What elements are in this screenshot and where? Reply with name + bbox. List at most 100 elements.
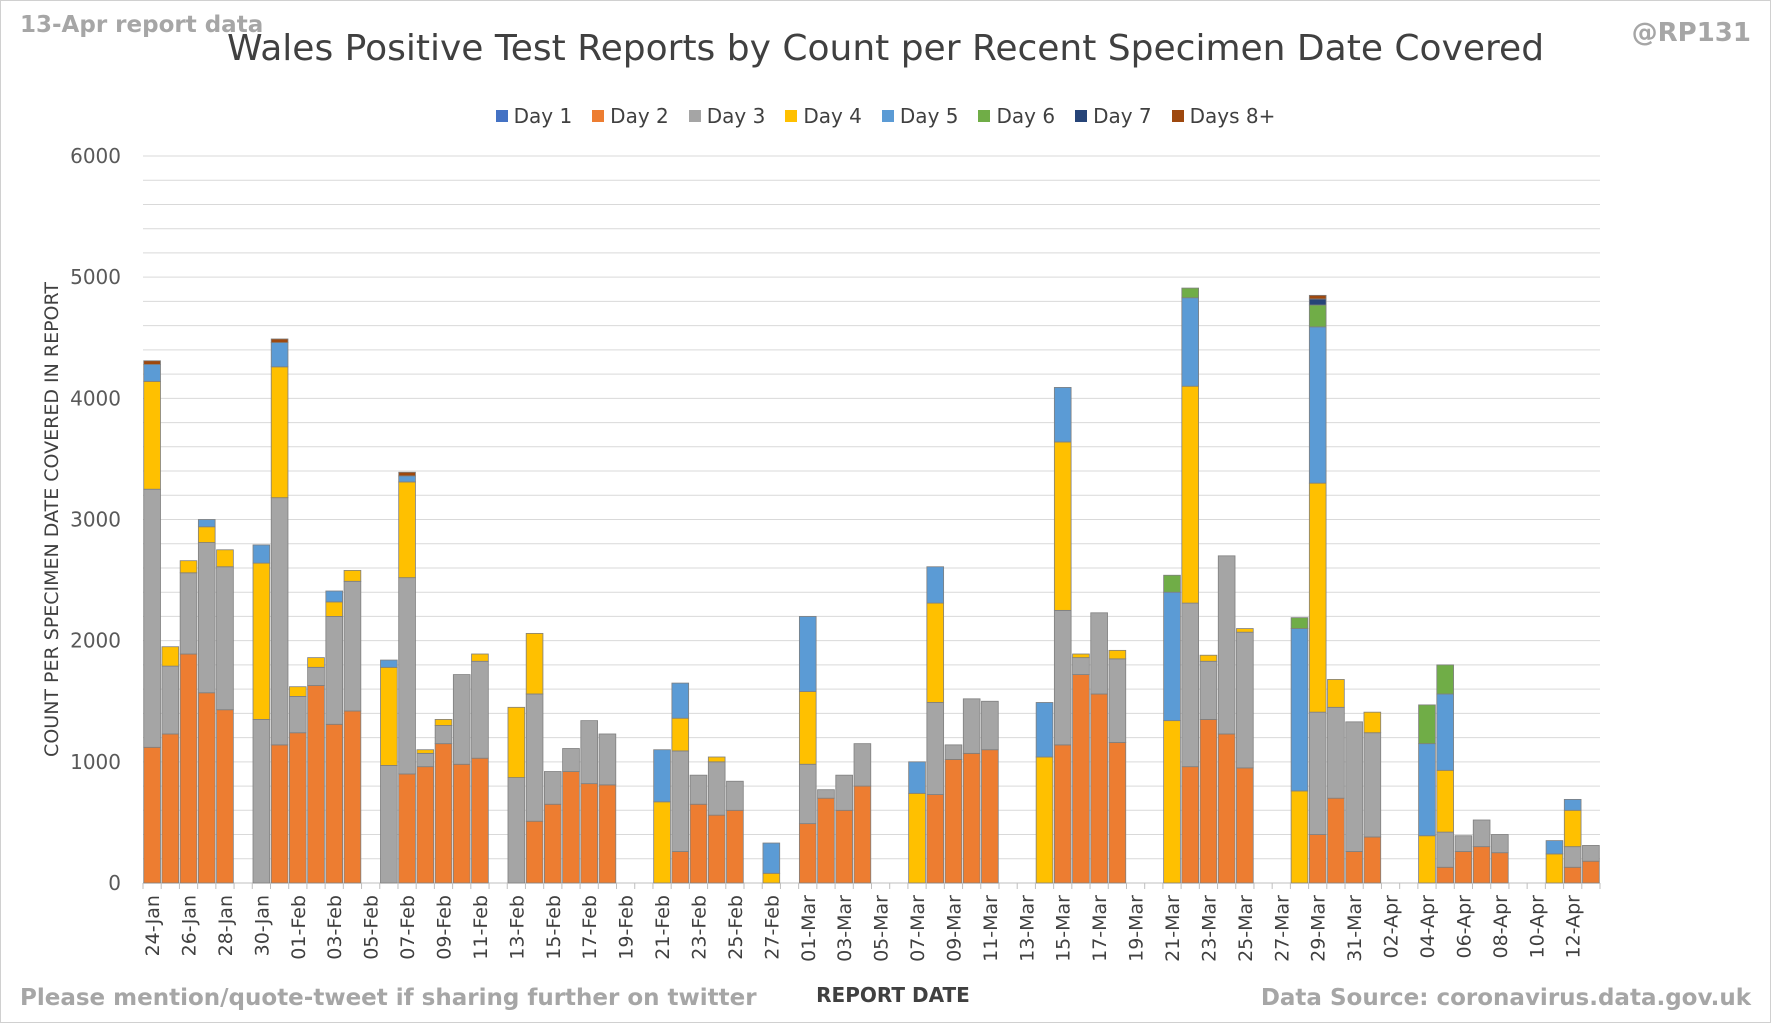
x-tick-label: 15-Mar xyxy=(1053,895,1075,962)
bar-segment xyxy=(380,659,398,668)
bar-segment xyxy=(1308,711,1327,835)
bar-segment xyxy=(1108,658,1127,743)
x-tick-label: 13-Mar xyxy=(1016,895,1038,962)
bar-segment xyxy=(1163,574,1181,593)
bar-segment xyxy=(1072,674,1090,884)
bar-segment xyxy=(1418,704,1436,745)
bar-segment xyxy=(944,759,963,884)
bar-segment xyxy=(1199,719,1218,884)
x-tick-label: 26-Jan xyxy=(179,895,201,956)
x-tick-label: 05-Feb xyxy=(361,895,383,960)
y-tick-label: 1000 xyxy=(70,750,121,774)
bar-segment xyxy=(252,562,271,720)
bar-segment xyxy=(143,364,161,382)
bar-segment xyxy=(1217,555,1236,735)
bar-segment xyxy=(671,682,690,719)
x-tick-label: 25-Feb xyxy=(725,895,747,960)
bar-segment xyxy=(689,774,708,805)
bar-segment xyxy=(1545,853,1564,884)
x-tick-label: 09-Mar xyxy=(943,895,965,962)
bar-segment xyxy=(653,801,671,884)
bar-segment xyxy=(798,763,817,825)
bar-segment xyxy=(161,665,180,735)
legend-item: Day 1 xyxy=(495,104,572,128)
bar-segment xyxy=(525,693,544,822)
bar-segment xyxy=(179,572,198,655)
bar-segment xyxy=(944,744,963,760)
bar-segment xyxy=(707,814,726,884)
bar-segment xyxy=(270,366,289,499)
bar-segment xyxy=(1436,831,1454,868)
bar-segment xyxy=(798,616,817,692)
bar-segment xyxy=(398,475,416,483)
bar-segment xyxy=(434,743,453,884)
bar-segment xyxy=(598,784,617,884)
x-tick-label: 01-Feb xyxy=(288,895,310,960)
bar-segment xyxy=(1053,744,1072,884)
bar-segment xyxy=(580,783,598,884)
bar-segment xyxy=(707,756,726,763)
x-tick-label: 03-Mar xyxy=(834,895,856,962)
legend-label: Day 7 xyxy=(1093,104,1152,128)
bar-segment xyxy=(270,342,289,368)
bar-segment xyxy=(926,566,945,604)
bar-segment xyxy=(1454,851,1473,884)
legend-swatch xyxy=(1075,110,1088,122)
bar-segment xyxy=(1454,835,1473,852)
bar-segment xyxy=(270,338,289,343)
legend-item: Day 5 xyxy=(881,104,958,128)
bar-segment xyxy=(289,686,307,697)
bar-segment xyxy=(1090,612,1108,695)
bar-segment xyxy=(1436,664,1454,695)
bar-segment xyxy=(1181,385,1199,604)
bar-segment xyxy=(598,733,617,786)
bar-segment xyxy=(143,746,161,884)
bar-segment xyxy=(216,566,234,711)
bar-segment xyxy=(325,616,344,725)
bar-segment xyxy=(525,632,544,695)
bar-segment xyxy=(1181,297,1199,387)
bar-segment xyxy=(252,544,271,564)
bar-segment xyxy=(289,732,307,884)
bar-segment xyxy=(398,481,416,579)
bar-segment xyxy=(1563,809,1582,848)
bar-segment xyxy=(926,702,945,795)
bar-segment xyxy=(1290,628,1309,792)
bar-segment xyxy=(1108,742,1127,884)
legend-swatch xyxy=(688,110,701,122)
bar-segment xyxy=(562,748,580,772)
bar-segment xyxy=(143,360,161,365)
bar-segment xyxy=(416,752,435,768)
x-tick-label: 29-Mar xyxy=(1308,895,1330,962)
x-tick-label: 27-Feb xyxy=(761,895,783,960)
x-tick-label: 07-Mar xyxy=(907,895,929,962)
bar-segment xyxy=(325,601,344,617)
bar-segment xyxy=(1363,732,1382,838)
x-tick-label: 07-Feb xyxy=(397,895,419,960)
bar-segment xyxy=(197,692,216,884)
x-tick-label: 23-Mar xyxy=(1198,895,1220,962)
bar-segment xyxy=(817,789,835,799)
bar-segment xyxy=(161,646,180,667)
y-axis-title: COUNT PER SPECIMEN DATE COVERED IN REPOR… xyxy=(41,282,63,757)
bar-segment xyxy=(926,602,945,703)
bar-segment xyxy=(1108,649,1127,660)
legend-label: Day 6 xyxy=(996,104,1056,128)
bar-segment xyxy=(1181,287,1199,299)
bar-segment xyxy=(179,560,198,574)
bar-segment xyxy=(252,719,271,884)
bar-segment xyxy=(1163,720,1181,884)
legend-item: Days 8+ xyxy=(1171,104,1275,128)
bar-segment xyxy=(1308,304,1327,328)
bar-segment xyxy=(1290,790,1309,884)
bar-segment xyxy=(726,809,744,884)
bar-segment xyxy=(1308,326,1327,484)
bar-segment xyxy=(981,700,999,751)
x-tick-label: 10-Apr xyxy=(1526,895,1548,959)
legend-swatch xyxy=(495,110,508,122)
bar-segment xyxy=(1582,845,1600,862)
legend-label: Day 4 xyxy=(803,104,862,128)
x-tick-label: 08-Apr xyxy=(1490,895,1512,959)
bar-segment xyxy=(908,792,926,884)
bar-segment xyxy=(1199,660,1218,720)
